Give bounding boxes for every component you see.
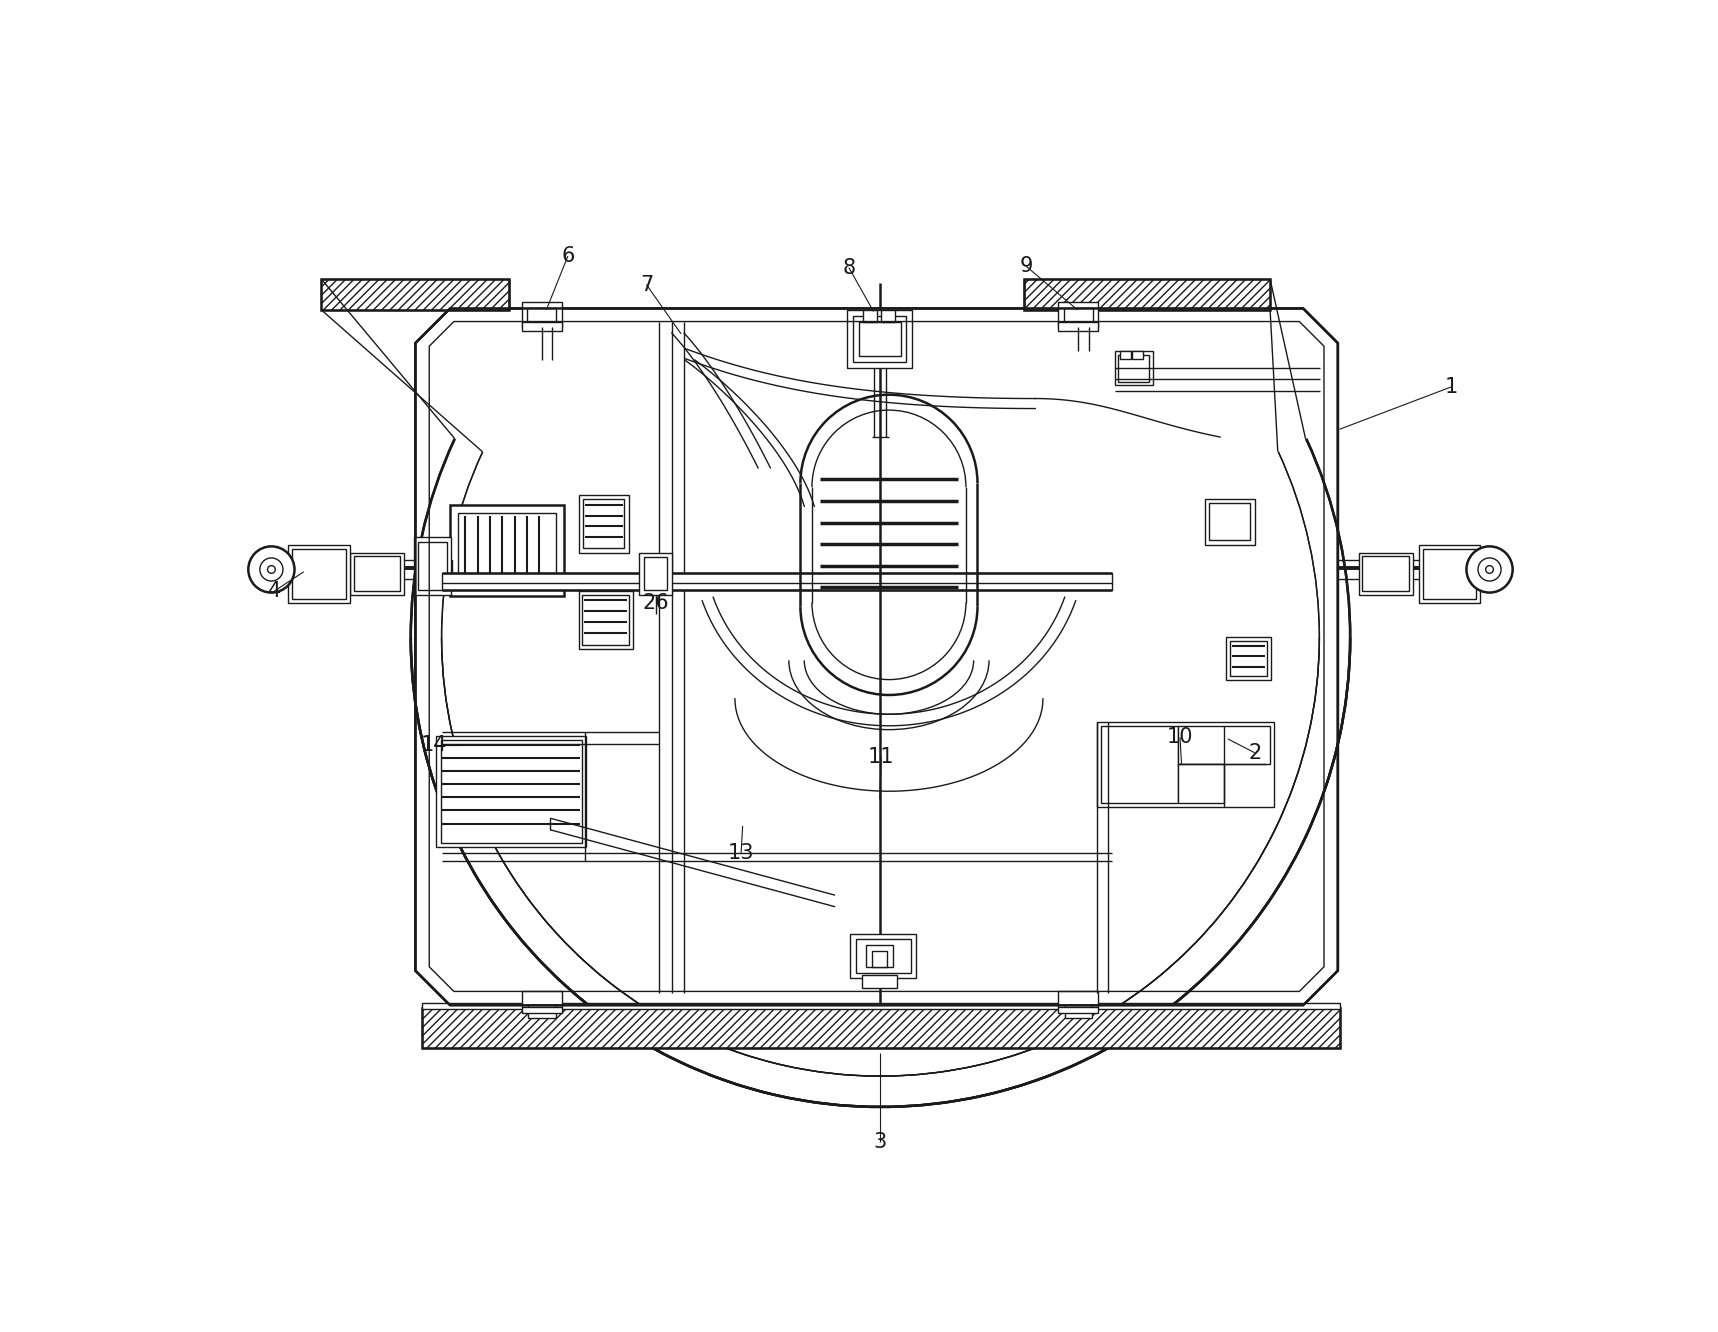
Bar (1065, 1006, 1093, 1018)
Text: 4: 4 (268, 581, 282, 601)
Text: 11: 11 (868, 747, 895, 767)
Bar (582, 500, 624, 547)
Bar (644, 557, 667, 590)
Bar (579, 494, 629, 553)
Bar (417, 542, 447, 590)
Bar (1359, 553, 1412, 595)
Bar (852, 316, 905, 361)
Bar (522, 991, 562, 1007)
Bar (421, 1008, 1340, 1048)
Bar (421, 1008, 1340, 1048)
Bar (1115, 350, 1153, 385)
Text: 26: 26 (643, 593, 668, 613)
Bar (450, 505, 564, 595)
Bar (582, 595, 629, 645)
Bar (1204, 498, 1254, 545)
Bar (442, 741, 582, 843)
Text: 3: 3 (873, 1132, 886, 1152)
Circle shape (1477, 558, 1502, 581)
Text: 14: 14 (421, 735, 447, 755)
Bar (438, 561, 452, 575)
Bar (1118, 354, 1149, 381)
Bar (862, 975, 897, 988)
Bar (881, 310, 895, 321)
Polygon shape (416, 309, 1338, 1006)
Text: 2: 2 (1247, 743, 1261, 763)
Bar (442, 583, 1112, 590)
Bar (421, 1003, 1340, 1010)
Text: 8: 8 (842, 257, 856, 277)
Bar (321, 280, 509, 310)
Circle shape (249, 546, 294, 593)
Bar (862, 310, 876, 321)
Bar (1423, 549, 1476, 599)
Bar (321, 280, 509, 310)
Bar (522, 321, 562, 330)
Bar (1419, 545, 1481, 602)
Bar (850, 934, 916, 978)
Bar (1058, 302, 1098, 326)
Bar (1058, 1007, 1098, 1014)
Bar (847, 310, 912, 368)
Bar (1227, 637, 1271, 679)
Bar (457, 513, 557, 587)
Bar (1096, 722, 1275, 807)
Bar (1362, 557, 1409, 591)
Text: 10: 10 (1167, 727, 1194, 747)
Bar (527, 309, 557, 322)
Bar (522, 1007, 562, 1014)
Text: 13: 13 (728, 843, 754, 863)
Text: 1: 1 (1445, 377, 1457, 397)
Bar (1132, 350, 1142, 358)
Bar (1024, 280, 1270, 310)
Bar (292, 549, 345, 599)
Bar (414, 537, 450, 595)
Text: 9: 9 (1019, 256, 1033, 276)
Circle shape (1486, 566, 1493, 573)
Bar (1230, 641, 1266, 675)
Bar (856, 939, 911, 972)
Bar (1179, 765, 1223, 803)
Circle shape (268, 566, 275, 573)
Bar (1101, 726, 1179, 803)
Bar (522, 302, 562, 326)
Bar (579, 591, 632, 649)
Bar (1058, 991, 1098, 1007)
Bar (873, 951, 888, 967)
Text: 6: 6 (562, 246, 574, 266)
Text: 7: 7 (639, 274, 653, 294)
Bar (639, 553, 672, 595)
Bar (1120, 350, 1130, 358)
Bar (1024, 280, 1270, 310)
Bar (866, 946, 893, 967)
Bar (436, 735, 586, 847)
Circle shape (259, 558, 283, 581)
Circle shape (1467, 546, 1512, 593)
Bar (859, 321, 902, 356)
Bar (527, 1006, 555, 1018)
Bar (1063, 309, 1093, 322)
Bar (442, 573, 1112, 585)
Bar (354, 557, 400, 591)
Bar (289, 545, 350, 602)
Bar (350, 553, 404, 595)
Bar (1058, 321, 1098, 330)
Bar (1209, 503, 1251, 541)
Bar (1179, 726, 1270, 765)
